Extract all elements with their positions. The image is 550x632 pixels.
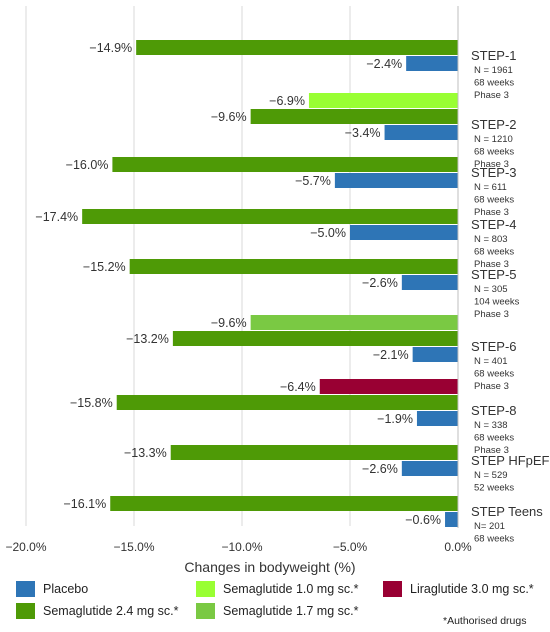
bar-sema24 bbox=[170, 445, 458, 460]
bar-placebo bbox=[412, 347, 458, 362]
bar-sema24 bbox=[250, 109, 458, 124]
data-label: −2.1% bbox=[373, 348, 409, 362]
trial-name: STEP-1 bbox=[471, 48, 517, 63]
bar-lira30 bbox=[319, 379, 458, 394]
data-label: −14.9% bbox=[89, 41, 132, 55]
trial-detail: N = 338 bbox=[474, 420, 508, 431]
trial-detail: 68 weeks bbox=[474, 247, 514, 258]
bar-sema17 bbox=[250, 315, 458, 330]
trial-name: STEP-3 bbox=[471, 165, 517, 180]
bar-sema24 bbox=[129, 259, 458, 274]
trial-name: STEP-4 bbox=[471, 217, 517, 232]
bar-placebo bbox=[401, 275, 458, 290]
data-label: −0.6% bbox=[405, 513, 441, 527]
trial-detail: 68 weeks bbox=[474, 195, 514, 206]
bar-placebo bbox=[401, 461, 458, 476]
data-label: −6.9% bbox=[269, 94, 305, 108]
trial-name: STEP-2 bbox=[471, 117, 517, 132]
trial-detail: N = 611 bbox=[474, 182, 507, 193]
x-tick-label: −10.0% bbox=[221, 540, 262, 554]
data-label: −2.6% bbox=[362, 276, 398, 290]
data-label: −16.1% bbox=[63, 497, 106, 511]
trial-detail: N= 201 bbox=[474, 521, 505, 532]
data-label: −17.4% bbox=[35, 210, 78, 224]
data-label: −16.0% bbox=[66, 158, 109, 172]
bar-placebo bbox=[416, 411, 458, 426]
trial-detail: 68 weeks bbox=[474, 78, 514, 89]
bar-placebo bbox=[384, 125, 458, 140]
x-axis: −20.0% −15.0% −10.0% −5.0% 0.0% bbox=[5, 6, 472, 554]
trial-detail: N = 1961 bbox=[474, 65, 513, 76]
trial-detail: 68 weeks bbox=[474, 147, 514, 158]
data-label: −15.8% bbox=[70, 396, 113, 410]
bar-sema24 bbox=[116, 395, 458, 410]
trial-detail: 68 weeks bbox=[474, 534, 514, 545]
trial-detail: N = 1210 bbox=[474, 134, 513, 145]
bar-sema24 bbox=[110, 496, 459, 511]
bar-placebo bbox=[334, 173, 458, 188]
data-label: −5.7% bbox=[295, 174, 331, 188]
data-label: −13.2% bbox=[126, 332, 169, 346]
data-label: −15.2% bbox=[83, 260, 126, 274]
x-tick-label: −15.0% bbox=[113, 540, 154, 554]
data-label: −2.6% bbox=[362, 462, 398, 476]
bar-sema24 bbox=[82, 209, 458, 224]
trial-detail: Phase 3 bbox=[474, 259, 509, 270]
trial-detail: N = 401 bbox=[474, 356, 508, 367]
data-label: −1.9% bbox=[377, 412, 413, 426]
data-label: −13.3% bbox=[124, 446, 167, 460]
bar-placebo bbox=[406, 56, 458, 71]
bar-placebo bbox=[350, 225, 458, 240]
bar-sema10 bbox=[308, 93, 458, 108]
x-tick-label: 0.0% bbox=[444, 540, 472, 554]
data-label: −2.4% bbox=[366, 57, 402, 71]
bar-sema24 bbox=[112, 157, 459, 172]
data-label: −5.0% bbox=[310, 226, 346, 240]
trial-detail: Phase 3 bbox=[474, 309, 509, 320]
x-tick-label: −5.0% bbox=[333, 540, 368, 554]
trial-name: STEP-5 bbox=[471, 267, 517, 282]
trial-name: STEP Teens bbox=[471, 504, 543, 519]
trial-detail: 52 weeks bbox=[474, 483, 514, 494]
bar-labels: −14.9% −2.4% −6.9% −9.6% −3.4% −16.0% −5.7% −17… bbox=[35, 41, 441, 527]
trial-detail: Phase 3 bbox=[474, 381, 509, 392]
bar-sema24 bbox=[172, 331, 458, 346]
x-axis-label: Changes in bodyweight (%) bbox=[184, 559, 355, 575]
trial-detail: Phase 3 bbox=[474, 90, 509, 101]
data-label: −3.4% bbox=[345, 126, 381, 140]
trial-detail: N = 803 bbox=[474, 234, 508, 245]
trial-detail: 104 weeks bbox=[474, 297, 520, 308]
trial-detail: N = 529 bbox=[474, 470, 508, 481]
trial-detail: N = 305 bbox=[474, 284, 508, 295]
trial-name: STEP-6 bbox=[471, 339, 517, 354]
bars bbox=[82, 40, 459, 527]
trial-name: STEP HFpEF bbox=[471, 453, 550, 468]
x-tick-label: −20.0% bbox=[5, 540, 46, 554]
trial-detail: Phase 3 bbox=[474, 445, 509, 456]
trial-detail: Phase 3 bbox=[474, 159, 509, 170]
data-label: −9.6% bbox=[211, 110, 247, 124]
trial-name: STEP-8 bbox=[471, 403, 517, 418]
data-label: −9.6% bbox=[211, 316, 247, 330]
data-label: −6.4% bbox=[280, 380, 316, 394]
bar-sema24 bbox=[136, 40, 458, 55]
bar-placebo bbox=[445, 512, 458, 527]
trial-detail: 68 weeks bbox=[474, 433, 514, 444]
trial-detail: 68 weeks bbox=[474, 369, 514, 380]
trial-detail: Phase 3 bbox=[474, 207, 509, 218]
